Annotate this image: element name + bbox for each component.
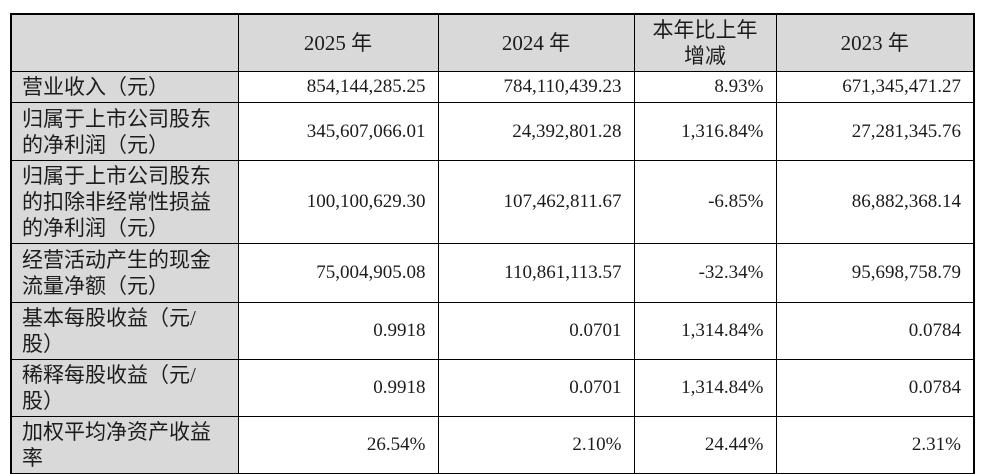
cell-value-yoy-change: -6.85%	[633, 160, 777, 244]
row-label: 营业收入（元）	[10, 71, 239, 103]
cell-value-2023: 671,345,471.27	[775, 71, 975, 103]
cell-value-2024: 110,861,113.57	[437, 243, 635, 303]
cell-value-yoy-change: -32.34%	[633, 243, 777, 303]
table-row-operating-cash-flow: 经营活动产生的现金流量净额（元） 75,004,905.08 110,861,1…	[10, 243, 975, 303]
cell-value-2025: 100,100,629.30	[237, 160, 439, 244]
cell-value-2023: 0.0784	[775, 359, 975, 417]
cell-value-2024: 24,392,801.28	[437, 102, 635, 161]
cell-value-2025: 854,144,285.25	[237, 71, 439, 103]
table-row-basic-eps: 基本每股收益（元/股） 0.9918 0.0701 1,314.84% 0.07…	[10, 302, 975, 360]
column-header-yoy-change-label: 本年比上年增减	[652, 18, 758, 68]
column-header-2023: 2023 年	[775, 13, 975, 72]
cell-value-yoy-change: 1,314.84%	[633, 302, 777, 360]
cell-value-2025: 75,004,905.08	[237, 243, 439, 303]
financial-summary-table: 2025 年 2024 年 本年比上年增减 2023 年 营业收入（元） 854…	[10, 13, 975, 474]
row-label: 归属于上市公司股东的扣除非经常性损益的净利润（元）	[10, 160, 239, 244]
cell-value-2025: 0.9918	[237, 302, 439, 360]
cell-value-2024: 784,110,439.23	[437, 71, 635, 103]
column-header-metric	[10, 13, 239, 72]
cell-value-2023: 95,698,758.79	[775, 243, 975, 303]
cell-value-2023: 2.31%	[775, 416, 975, 474]
table-row-weighted-avg-roe: 加权平均净资产收益率 26.54% 2.10% 24.44% 2.31%	[10, 416, 975, 474]
cell-value-yoy-change: 1,316.84%	[633, 102, 777, 161]
table-row-diluted-eps: 稀释每股收益（元/股） 0.9918 0.0701 1,314.84% 0.07…	[10, 359, 975, 417]
cell-value-yoy-change: 24.44%	[633, 416, 777, 474]
row-label: 经营活动产生的现金流量净额（元）	[10, 243, 239, 303]
table-row-net-profit: 归属于上市公司股东的净利润（元） 345,607,066.01 24,392,8…	[10, 102, 975, 161]
table-row-net-profit-excl-nonrecurring: 归属于上市公司股东的扣除非经常性损益的净利润（元） 100,100,629.30…	[10, 160, 975, 244]
cell-value-2023: 27,281,345.76	[775, 102, 975, 161]
cell-value-2023: 0.0784	[775, 302, 975, 360]
row-label: 稀释每股收益（元/股）	[10, 359, 239, 417]
cell-value-2024: 0.0701	[437, 359, 635, 417]
column-header-yoy-change: 本年比上年增减	[633, 13, 777, 72]
cell-value-2023: 86,882,368.14	[775, 160, 975, 244]
column-header-2024: 2024 年	[437, 13, 635, 72]
table-row-operating-revenue: 营业收入（元） 854,144,285.25 784,110,439.23 8.…	[10, 71, 975, 103]
cell-value-2024: 107,462,811.67	[437, 160, 635, 244]
cell-value-2025: 26.54%	[237, 416, 439, 474]
cell-value-2024: 0.0701	[437, 302, 635, 360]
row-label: 加权平均净资产收益率	[10, 416, 239, 474]
cell-value-yoy-change: 1,314.84%	[633, 359, 777, 417]
column-header-2025: 2025 年	[237, 13, 439, 72]
cell-value-2024: 2.10%	[437, 416, 635, 474]
cell-value-2025: 345,607,066.01	[237, 102, 439, 161]
cell-value-2025: 0.9918	[237, 359, 439, 417]
row-label: 基本每股收益（元/股）	[10, 302, 239, 360]
table-header-row: 2025 年 2024 年 本年比上年增减 2023 年	[10, 13, 975, 72]
row-label: 归属于上市公司股东的净利润（元）	[10, 102, 239, 161]
cell-value-yoy-change: 8.93%	[633, 71, 777, 103]
